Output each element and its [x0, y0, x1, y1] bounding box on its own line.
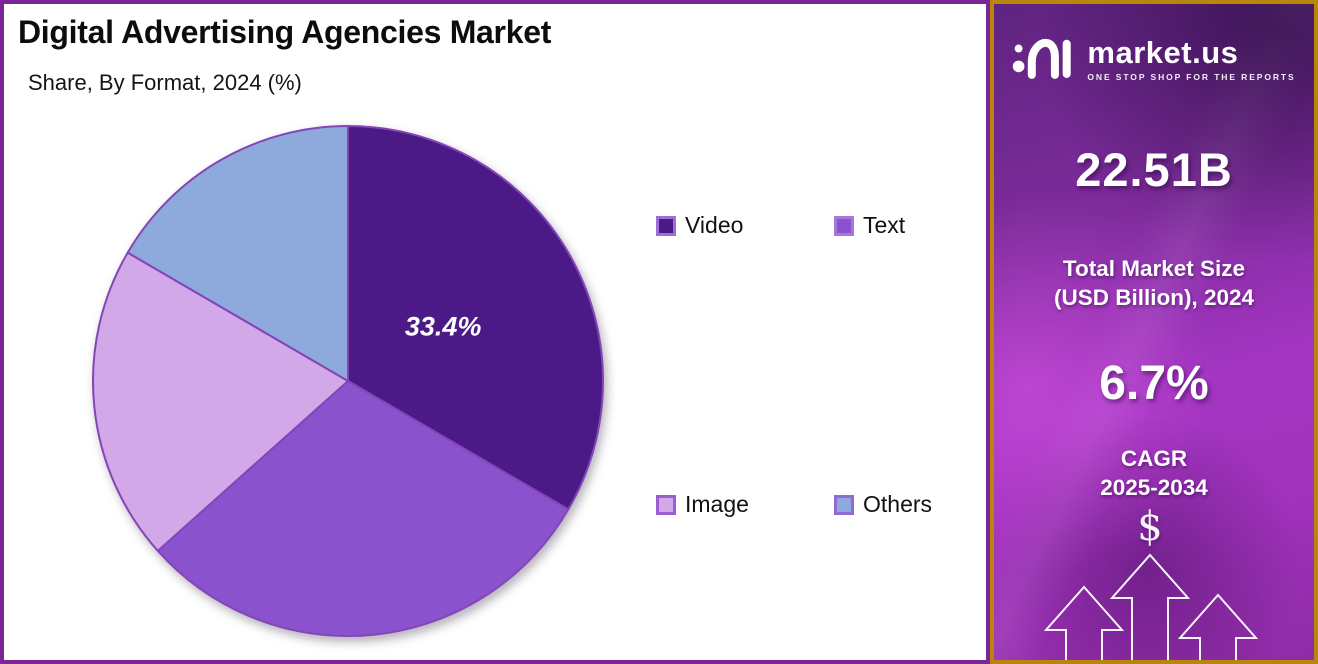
legend-label-video: Video	[685, 212, 744, 238]
chart-subtitle: Share, By Format, 2024 (%)	[28, 70, 302, 95]
pie-slice-video	[347, 125, 604, 511]
legend-label-text: Text	[863, 212, 906, 238]
chart-panel: Digital Advertising Agencies Market Shar…	[0, 0, 990, 664]
pie-slice-text	[156, 380, 570, 637]
brand-text: market.us ONE STOP SHOP FOR THE REPORTS	[1087, 37, 1295, 82]
pie-slice-others	[126, 125, 349, 382]
growth-arrows-icon	[1043, 553, 1259, 660]
brand-name: market.us	[1087, 35, 1239, 70]
pie-slice-image	[92, 251, 349, 552]
brand-sidebar: market.us ONE STOP SHOP FOR THE REPORTS …	[990, 0, 1318, 664]
legend-label-image: Image	[685, 491, 749, 517]
legend-swatch-text	[834, 215, 854, 236]
legend-item-image: Image	[656, 491, 749, 518]
marketus-logo-icon	[1012, 30, 1078, 89]
legend-swatch-others	[834, 494, 854, 515]
market-size-value: 22.51B	[1075, 143, 1233, 196]
cagr-value: 6.7%	[1099, 357, 1209, 410]
brand-logo: market.us ONE STOP SHOP FOR THE REPORTS	[994, 30, 1314, 89]
brand-tagline: ONE STOP SHOP FOR THE REPORTS	[1087, 72, 1296, 82]
cagr-label: CAGR 2025-2034	[1100, 446, 1208, 501]
legend-item-video: Video	[656, 212, 743, 239]
pie-data-label: 33.4%	[405, 311, 482, 341]
legend-item-text: Text	[834, 212, 905, 239]
legend-swatch-video	[656, 215, 676, 236]
legend-item-others: Others	[834, 491, 932, 518]
dollar-icon: $	[1137, 504, 1163, 550]
legend-label-others: Others	[863, 491, 933, 517]
market-size-label: Total Market Size (USD Billion), 2024	[1053, 256, 1255, 311]
page-title: Digital Advertising Agencies Market	[18, 14, 552, 50]
pie-chart: 33.4%	[88, 121, 608, 641]
legend-swatch-image	[656, 494, 676, 515]
